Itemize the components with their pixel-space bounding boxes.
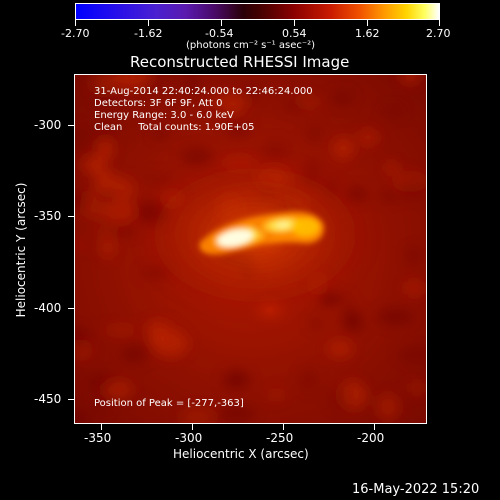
x-tick-label: -200 (357, 431, 385, 445)
observation-info: 31-Aug-2014 22:40:24.000 to 22:46:24.000… (94, 86, 313, 134)
colorbar-tick-label: -2.70 (61, 27, 90, 40)
x-tick-label: -250 (266, 431, 294, 445)
colorbar-unit-label: (photons cm⁻² s⁻¹ asec⁻²) (186, 40, 316, 51)
rhessi-image: 31-Aug-2014 22:40:24.000 to 22:46:24.000… (74, 74, 427, 424)
y-axis-label: Heliocentric Y (arcsec) (14, 182, 28, 318)
colorbar-tick-label: -0.54 (205, 27, 234, 40)
clean-counts: Clean Total counts: 1.90E+05 (94, 122, 255, 133)
colorbar-tick-label: 1.62 (355, 27, 380, 40)
peak-position: Position of Peak = [-277,-363] (94, 398, 244, 409)
colorbar-tick-label: 0.54 (282, 27, 307, 40)
x-tick-label: -350 (84, 431, 112, 445)
colorbar-tick-label: 2.70 (426, 27, 451, 40)
colorbar (75, 3, 440, 20)
time-range: 31-Aug-2014 22:40:24.000 to 22:46:24.000 (94, 86, 313, 97)
timestamp: 16-May-2022 15:20 (352, 482, 480, 497)
y-tick-label: -350 (34, 209, 62, 223)
y-tick-label: -450 (34, 392, 62, 406)
image-title: Reconstructed RHESSI Image (130, 53, 350, 71)
flare-source (199, 211, 324, 255)
detectors-info: Detectors: 3F 6F 9F, Att 0 (94, 98, 223, 109)
y-tick-label: -300 (34, 118, 62, 132)
colorbar-tick-label: -1.62 (134, 27, 163, 40)
y-tick-label: -400 (34, 301, 62, 315)
x-tick-label: -300 (175, 431, 203, 445)
image-canvas (75, 75, 426, 423)
x-axis-label: Heliocentric X (arcsec) (173, 447, 309, 461)
energy-range: Energy Range: 3.0 - 6.0 keV (94, 110, 234, 121)
